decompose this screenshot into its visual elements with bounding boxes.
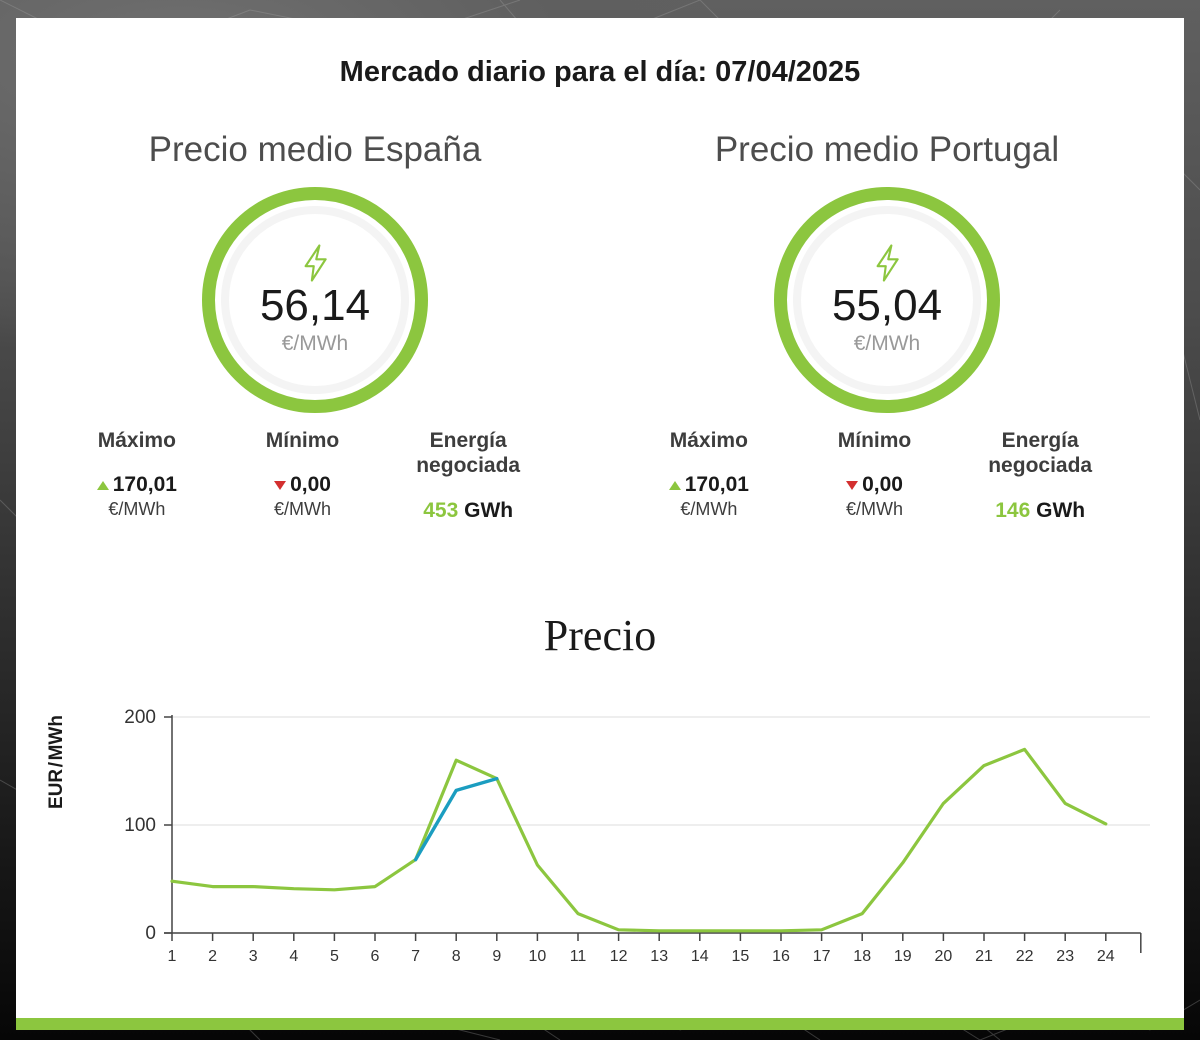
- svg-text:15: 15: [732, 948, 750, 965]
- svg-text:5: 5: [330, 948, 339, 965]
- svg-text:1: 1: [168, 948, 177, 965]
- svg-text:19: 19: [894, 948, 912, 965]
- svg-text:100: 100: [124, 815, 156, 836]
- svg-text:18: 18: [853, 948, 871, 965]
- svg-text:7: 7: [411, 948, 420, 965]
- svg-text:20: 20: [935, 948, 953, 965]
- svg-text:16: 16: [772, 948, 790, 965]
- svg-text:21: 21: [975, 948, 993, 965]
- svg-text:8: 8: [452, 948, 461, 965]
- svg-text:12: 12: [610, 948, 628, 965]
- svg-text:23: 23: [1056, 948, 1074, 965]
- svg-text:13: 13: [650, 948, 668, 965]
- svg-text:3: 3: [249, 948, 258, 965]
- svg-text:17: 17: [813, 948, 831, 965]
- svg-text:10: 10: [529, 948, 547, 965]
- svg-text:24: 24: [1097, 948, 1115, 965]
- svg-text:22: 22: [1016, 948, 1034, 965]
- svg-text:200: 200: [124, 707, 156, 728]
- svg-text:6: 6: [371, 948, 380, 965]
- svg-text:2: 2: [208, 948, 217, 965]
- svg-text:4: 4: [289, 948, 298, 965]
- svg-text:0: 0: [145, 923, 156, 944]
- svg-text:14: 14: [691, 948, 709, 965]
- svg-text:11: 11: [570, 948, 587, 965]
- svg-text:9: 9: [492, 948, 501, 965]
